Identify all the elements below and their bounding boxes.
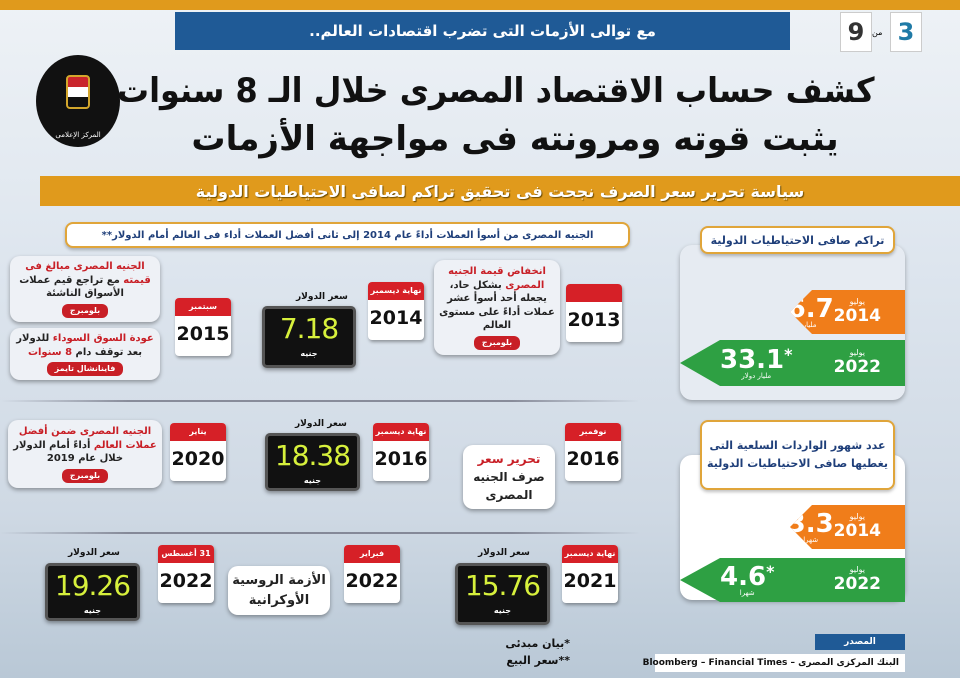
calendar-2021: نهاية ديسمبر 2021 bbox=[562, 545, 618, 603]
calendar-2020: يناير 2020 bbox=[170, 423, 226, 481]
rate-display-2014: 7.18 جنيه bbox=[262, 306, 356, 368]
calendar-2022-feb: فبراير 2022 bbox=[344, 545, 400, 603]
dollar-label: سعر الدولار bbox=[478, 548, 530, 558]
source-tag: فاينانشال تايمز bbox=[46, 362, 124, 376]
bubble-2016: تحرير سعر صرف الجنيه المصرى bbox=[463, 445, 555, 509]
timeline-heading: الجنيه المصرى من أسوأ العملات أداءً عام … bbox=[65, 222, 630, 248]
rate-display-2016: 18.38 جنيه bbox=[265, 433, 360, 491]
reserves-heading: تراكم صافى الاحتياطيات الدولية bbox=[700, 226, 895, 254]
bubble-2020: الجنيه المصرى ضمن أفضل عملات العالم أداء… bbox=[8, 420, 162, 488]
imports-2014-arrow: يوليو 2014 3.3 شهرا bbox=[790, 505, 905, 549]
subtitle-bar: سياسة تحرير سعر الصرف نجحت فى تحقيق تراك… bbox=[40, 176, 960, 206]
calendar-2015: سبتمبر 2015 bbox=[175, 298, 231, 356]
divider bbox=[0, 532, 640, 534]
calendar-2013: 2013 bbox=[566, 284, 622, 342]
page-total: 9 bbox=[840, 12, 872, 52]
source-text: البنك المركزى المصرى – Bloomberg – Finan… bbox=[643, 654, 905, 672]
rate-display-2021: 15.76 جنيه bbox=[455, 563, 550, 625]
reserves-2022-arrow: يوليو 2022 *33.1 مليار دولار bbox=[680, 340, 905, 386]
source-tag: بلومبرج bbox=[61, 468, 109, 483]
header-banner-text: مع توالى الأزمات التى تضرب اقتصادات العا… bbox=[309, 22, 656, 40]
timeline-heading-text: الجنيه المصرى من أسوأ العملات أداءً عام … bbox=[101, 229, 594, 241]
header-banner: مع توالى الأزمات التى تضرب اقتصادات العا… bbox=[175, 12, 790, 50]
cabinet-logo: المركز الإعلامى bbox=[36, 55, 120, 147]
bubble-2013: انخفاض قيمة الجنيه المصرى بشكل حاد، يجعل… bbox=[434, 260, 560, 355]
calendar-2016-dec: نهاية ديسمبر 2016 bbox=[373, 423, 429, 481]
imports-2022-arrow: يوليو 2022 *4.6 شهرا bbox=[680, 558, 905, 602]
dollar-label: سعر الدولار bbox=[296, 292, 348, 302]
page-of: من bbox=[872, 28, 883, 37]
source-tag: بلومبرج bbox=[473, 335, 521, 350]
title-line-2: يثبت قوته ومرونته فى مواجهة الأزمات bbox=[130, 118, 900, 160]
title-line-1: كشف حساب الاقتصاد المصرى خلال الـ 8 سنوا… bbox=[117, 70, 900, 112]
calendar-2016-nov: نوفمبر 2016 bbox=[565, 423, 621, 481]
title-line-2-text: يثبت قوته ومرونته فى مواجهة الأزمات bbox=[191, 119, 839, 159]
eagle-emblem-icon bbox=[66, 75, 90, 109]
calendar-2022-aug: 31 أغسطس 2022 bbox=[158, 545, 214, 603]
source-tag: بلومبرج bbox=[61, 303, 109, 318]
calendar-2014: نهاية ديسمبر 2014 bbox=[368, 282, 424, 340]
page-current: 3 bbox=[890, 12, 922, 52]
dollar-label: سعر الدولار bbox=[68, 548, 120, 558]
divider bbox=[0, 400, 640, 402]
imports-heading: عدد شهور الواردات السلعية التى يغطيها صا… bbox=[700, 420, 895, 490]
footnotes: *بيان مبدئى **سعر البيع bbox=[505, 637, 570, 667]
bubble-2015-b: عودة السوق السوداء للدولار بعد توقف دام … bbox=[10, 328, 160, 380]
rate-display-2022: 19.26 جنيه bbox=[45, 563, 140, 621]
dollar-label: سعر الدولار bbox=[295, 419, 347, 429]
top-strip bbox=[0, 0, 960, 10]
bubble-2022-crisis: الأزمة الروسية الأوكرانية bbox=[228, 566, 330, 615]
subtitle-text: سياسة تحرير سعر الصرف نجحت فى تحقيق تراك… bbox=[195, 181, 805, 201]
title-line-1-text: كشف حساب الاقتصاد المصرى خلال الـ 8 سنوا… bbox=[117, 71, 875, 111]
bubble-2015-a: الجنيه المصرى مبالغ فى قيمته مع تراجع قي… bbox=[10, 256, 160, 322]
source-label: المصدر bbox=[815, 634, 905, 650]
